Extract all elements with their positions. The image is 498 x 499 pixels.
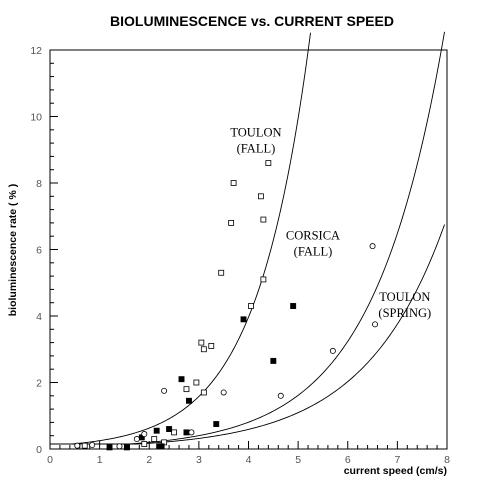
filled-square-marker — [183, 429, 190, 436]
open-square-marker — [260, 276, 267, 283]
open-circle-marker — [141, 431, 148, 438]
fit-curves — [50, 31, 445, 445]
curve-annotation: CORSICA — [286, 229, 340, 243]
open-square-marker — [200, 346, 207, 353]
x-tick-label: 7 — [394, 454, 400, 466]
x-tick-label: 6 — [345, 454, 351, 466]
x-axis-label: current speed (cm/s) — [344, 465, 447, 477]
fit-curve-2 — [50, 31, 445, 445]
open-square-marker — [208, 343, 215, 349]
x-tick-label: 4 — [246, 454, 252, 466]
curve-annotation: (FALL) — [237, 141, 276, 155]
y-tick-label: 2 — [36, 378, 42, 390]
filled-square-marker — [158, 443, 165, 450]
y-axis-label: bioluminescence rate ( % ) — [7, 184, 19, 316]
filled-square-marker — [123, 444, 130, 451]
filled-square-marker — [178, 376, 185, 383]
open-square-marker — [81, 442, 88, 449]
filled-square-marker — [270, 357, 277, 364]
open-circle-marker — [74, 442, 81, 449]
open-square-marker — [151, 436, 158, 442]
x-tick-label: 5 — [295, 454, 301, 466]
open-square-marker — [258, 193, 264, 200]
x-tick-label: 2 — [146, 454, 152, 466]
y-tick-label: 10 — [30, 112, 42, 124]
open-square-marker — [171, 429, 177, 436]
y-tick-label: 4 — [36, 311, 42, 323]
open-square-marker — [183, 386, 190, 393]
open-square-marker — [248, 303, 254, 309]
filled-square-marker — [153, 427, 160, 434]
open-square-marker — [228, 219, 235, 226]
filled-square-marker — [106, 444, 113, 451]
open-square-marker — [198, 339, 205, 346]
open-circle-marker — [220, 389, 227, 396]
open-square-marker — [193, 379, 200, 386]
curve-annotation: TOULON — [379, 290, 430, 304]
x-tick-label: 1 — [97, 454, 103, 466]
fit-curve-1 — [50, 32, 311, 445]
y-tick-label: 12 — [30, 45, 42, 57]
open-circle-marker — [161, 387, 168, 394]
filled-square-marker — [186, 397, 192, 404]
axis-ticks — [49, 49, 448, 450]
curve-annotations: TOULON (FALL) CORSICA (FALL) TOULON (SPRING) — [230, 125, 431, 320]
fit-curve-3 — [50, 224, 445, 445]
filled-square-marker — [290, 303, 297, 309]
y-tick-label: 6 — [36, 245, 42, 257]
open-square-marker — [265, 160, 272, 166]
open-circle-marker — [188, 429, 195, 436]
open-circle-marker — [329, 347, 336, 354]
x-tick-label: 0 — [47, 454, 53, 466]
data-markers — [74, 160, 379, 451]
x-tick-label: 8 — [444, 454, 450, 466]
open-square-marker — [230, 180, 237, 186]
curve-annotation: (SPRING) — [378, 306, 431, 320]
filled-square-marker — [213, 421, 220, 428]
open-circle-marker — [133, 436, 140, 443]
filled-square-marker — [240, 316, 247, 323]
open-circle-marker — [369, 243, 376, 250]
plot-frame — [49, 49, 448, 450]
curve-annotation: (FALL) — [294, 245, 333, 259]
y-tick-label: 0 — [36, 444, 42, 456]
open-square-marker — [218, 269, 225, 276]
filled-square-marker — [166, 426, 173, 433]
open-circle-marker — [277, 392, 284, 399]
open-square-marker — [141, 441, 148, 447]
open-circle-marker — [89, 442, 96, 449]
curve-annotation: TOULON — [230, 125, 281, 139]
x-tick-label: 3 — [196, 454, 202, 466]
y-tick-label: 8 — [36, 178, 42, 190]
open-circle-marker — [116, 443, 123, 450]
open-circle-marker — [372, 321, 379, 328]
chart-title: BIOLUMINESCENCE vs. CURRENT SPEED — [110, 13, 394, 29]
open-square-marker — [200, 389, 207, 396]
open-square-marker — [260, 216, 267, 223]
